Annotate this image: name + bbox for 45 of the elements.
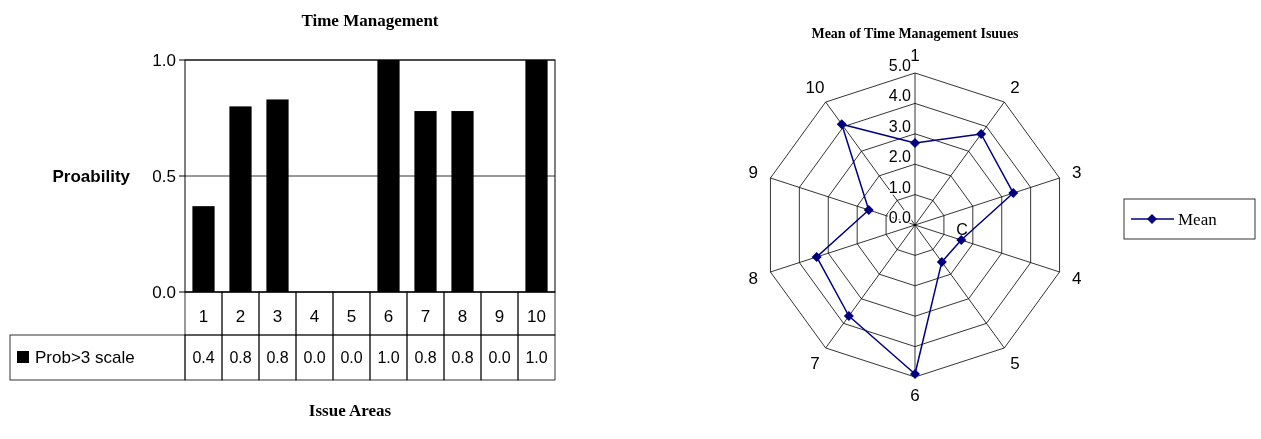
data-label: 0.8	[451, 349, 474, 366]
x-tick-label: 1	[198, 307, 209, 326]
y-tick-label: 1.0	[888, 178, 912, 196]
chart-title: Time Management	[301, 11, 439, 30]
data-label: 0.0	[488, 349, 511, 366]
chart-title: Mean of Time Management Isuues	[811, 26, 1020, 41]
y-tick-label: 1.0	[152, 51, 176, 70]
spoke-label: 5	[1010, 353, 1020, 373]
data-label: 0.0	[303, 349, 326, 366]
spoke-label: 2	[1010, 78, 1020, 98]
x-tick-label: 5	[346, 307, 357, 326]
x-tick-label: 9	[494, 307, 505, 326]
x-tick-label: 6	[383, 307, 394, 326]
y-tick-label: 4.0	[888, 87, 912, 105]
spoke-label: 7	[810, 353, 820, 373]
spoke-label: 1	[910, 46, 920, 65]
spoke-label: 6	[910, 386, 920, 405]
data-label: 0.8	[266, 349, 289, 366]
data-label: 1.0	[525, 349, 548, 366]
y-tick-label: 2.0	[888, 148, 912, 166]
legend-label: Prob>3 scale	[35, 348, 135, 367]
data-label: 0.0	[340, 349, 363, 366]
x-tick-label: 2	[235, 307, 246, 326]
x-tick-label: 4	[309, 307, 320, 326]
x-tick-label: 8	[457, 307, 468, 326]
spoke-label: 10	[805, 78, 825, 98]
text: C	[956, 221, 968, 238]
y-tick-label: 5.0	[888, 57, 912, 74]
data-label: 0.8	[229, 349, 252, 366]
y-tick-label: 0.5	[152, 167, 176, 186]
y-tick-label: 0.0	[152, 283, 176, 302]
data-label: 0.4	[192, 349, 215, 366]
legend-label: Mean	[1178, 210, 1218, 229]
spoke-label: 8	[748, 268, 759, 288]
x-tick-label: 7	[420, 307, 431, 326]
x-tick-label: 10	[527, 307, 546, 326]
y-tick-label: 3.0	[888, 117, 912, 135]
x-tick-label: 3	[272, 307, 283, 326]
y-axis-title: Proability	[52, 167, 131, 186]
x-axis-title: Issue Areas	[308, 401, 392, 420]
data-label: 0.8	[414, 349, 437, 366]
spoke-label: 9	[748, 163, 759, 183]
spoke-label: 4	[1071, 268, 1082, 288]
data-label: 1.0	[377, 349, 400, 366]
spoke-label: 3	[1071, 163, 1082, 183]
